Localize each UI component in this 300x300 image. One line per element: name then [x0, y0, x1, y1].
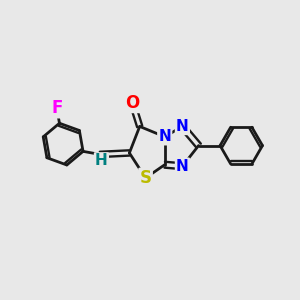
Text: O: O — [125, 94, 140, 112]
Text: H: H — [95, 153, 108, 168]
Text: N: N — [176, 119, 189, 134]
Text: F: F — [51, 99, 62, 117]
Text: N: N — [158, 129, 171, 144]
Text: N: N — [176, 159, 189, 174]
Text: S: S — [140, 169, 152, 187]
